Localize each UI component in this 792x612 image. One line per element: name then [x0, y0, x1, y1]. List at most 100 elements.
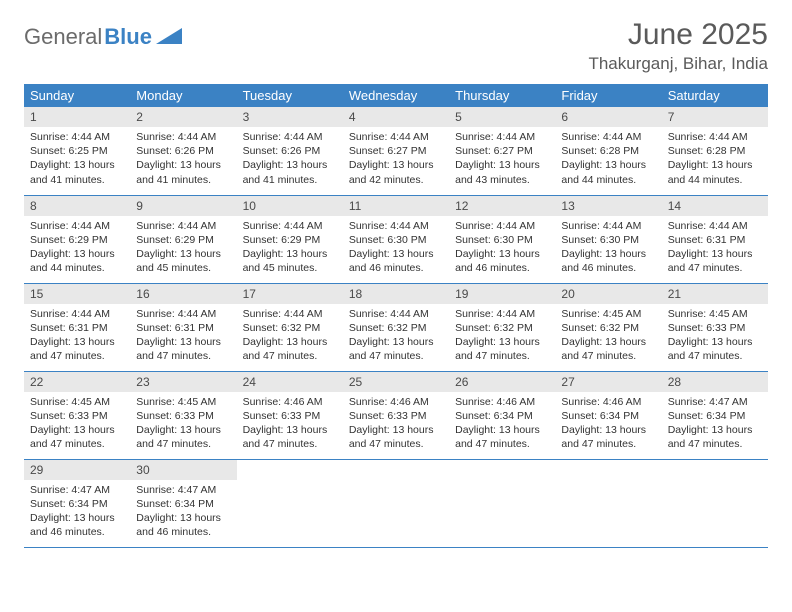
- sunset-line: Sunset: 6:32 PM: [561, 321, 655, 335]
- sunrise-line: Sunrise: 4:44 AM: [30, 307, 124, 321]
- calendar-row: 1Sunrise: 4:44 AMSunset: 6:25 PMDaylight…: [24, 107, 768, 195]
- sunrise-line: Sunrise: 4:44 AM: [136, 219, 230, 233]
- sunset-line: Sunset: 6:29 PM: [243, 233, 337, 247]
- logo-text-blue: Blue: [104, 24, 152, 50]
- calendar-row: 29Sunrise: 4:47 AMSunset: 6:34 PMDayligh…: [24, 459, 768, 547]
- calendar-cell: 25Sunrise: 4:46 AMSunset: 6:33 PMDayligh…: [343, 371, 449, 459]
- calendar-cell: 28Sunrise: 4:47 AMSunset: 6:34 PMDayligh…: [662, 371, 768, 459]
- sunset-line: Sunset: 6:30 PM: [561, 233, 655, 247]
- calendar-cell: 20Sunrise: 4:45 AMSunset: 6:32 PMDayligh…: [555, 283, 661, 371]
- calendar-cell: [662, 459, 768, 547]
- sunset-line: Sunset: 6:27 PM: [349, 144, 443, 158]
- sunrise-line: Sunrise: 4:44 AM: [455, 130, 549, 144]
- day-details: Sunrise: 4:44 AMSunset: 6:31 PMDaylight:…: [24, 304, 130, 370]
- day-details: Sunrise: 4:44 AMSunset: 6:28 PMDaylight:…: [555, 127, 661, 193]
- header: GeneralBlue June 2025 Thakurganj, Bihar,…: [24, 18, 768, 74]
- sunset-line: Sunset: 6:30 PM: [455, 233, 549, 247]
- day-number: 2: [130, 107, 236, 127]
- sunset-line: Sunset: 6:33 PM: [243, 409, 337, 423]
- day-details: Sunrise: 4:44 AMSunset: 6:32 PMDaylight:…: [343, 304, 449, 370]
- day-number: 7: [662, 107, 768, 127]
- sunrise-line: Sunrise: 4:44 AM: [668, 130, 762, 144]
- day-number: 30: [130, 460, 236, 480]
- daylight-line: Daylight: 13 hours and 47 minutes.: [349, 423, 443, 451]
- calendar-cell: 4Sunrise: 4:44 AMSunset: 6:27 PMDaylight…: [343, 107, 449, 195]
- day-details: Sunrise: 4:44 AMSunset: 6:31 PMDaylight:…: [662, 216, 768, 282]
- sunrise-line: Sunrise: 4:44 AM: [561, 219, 655, 233]
- day-number: 25: [343, 372, 449, 392]
- daylight-line: Daylight: 13 hours and 41 minutes.: [136, 158, 230, 186]
- sunset-line: Sunset: 6:28 PM: [561, 144, 655, 158]
- day-details: Sunrise: 4:44 AMSunset: 6:31 PMDaylight:…: [130, 304, 236, 370]
- day-number: 26: [449, 372, 555, 392]
- calendar-cell: 2Sunrise: 4:44 AMSunset: 6:26 PMDaylight…: [130, 107, 236, 195]
- daylight-line: Daylight: 13 hours and 44 minutes.: [30, 247, 124, 275]
- day-details: Sunrise: 4:44 AMSunset: 6:30 PMDaylight:…: [555, 216, 661, 282]
- day-details: Sunrise: 4:44 AMSunset: 6:28 PMDaylight:…: [662, 127, 768, 193]
- sunset-line: Sunset: 6:27 PM: [455, 144, 549, 158]
- day-details: Sunrise: 4:45 AMSunset: 6:33 PMDaylight:…: [662, 304, 768, 370]
- sunset-line: Sunset: 6:34 PM: [455, 409, 549, 423]
- col-tuesday: Tuesday: [237, 84, 343, 107]
- daylight-line: Daylight: 13 hours and 47 minutes.: [243, 335, 337, 363]
- calendar-cell: 18Sunrise: 4:44 AMSunset: 6:32 PMDayligh…: [343, 283, 449, 371]
- col-thursday: Thursday: [449, 84, 555, 107]
- daylight-line: Daylight: 13 hours and 46 minutes.: [30, 511, 124, 539]
- day-number: 5: [449, 107, 555, 127]
- calendar-row: 8Sunrise: 4:44 AMSunset: 6:29 PMDaylight…: [24, 195, 768, 283]
- sunrise-line: Sunrise: 4:45 AM: [668, 307, 762, 321]
- sunrise-line: Sunrise: 4:44 AM: [455, 219, 549, 233]
- sunset-line: Sunset: 6:31 PM: [668, 233, 762, 247]
- day-details: Sunrise: 4:44 AMSunset: 6:30 PMDaylight:…: [449, 216, 555, 282]
- calendar-cell: [343, 459, 449, 547]
- day-number: 4: [343, 107, 449, 127]
- day-details: Sunrise: 4:44 AMSunset: 6:26 PMDaylight:…: [237, 127, 343, 193]
- sunrise-line: Sunrise: 4:44 AM: [349, 130, 443, 144]
- col-wednesday: Wednesday: [343, 84, 449, 107]
- day-details: Sunrise: 4:46 AMSunset: 6:33 PMDaylight:…: [237, 392, 343, 458]
- calendar-cell: [237, 459, 343, 547]
- day-number: 18: [343, 284, 449, 304]
- sunrise-line: Sunrise: 4:46 AM: [243, 395, 337, 409]
- sunrise-line: Sunrise: 4:44 AM: [243, 219, 337, 233]
- day-details: Sunrise: 4:44 AMSunset: 6:29 PMDaylight:…: [237, 216, 343, 282]
- day-number: 20: [555, 284, 661, 304]
- calendar-cell: 29Sunrise: 4:47 AMSunset: 6:34 PMDayligh…: [24, 459, 130, 547]
- day-number: 23: [130, 372, 236, 392]
- day-number: 16: [130, 284, 236, 304]
- daylight-line: Daylight: 13 hours and 46 minutes.: [561, 247, 655, 275]
- day-number: 28: [662, 372, 768, 392]
- sunset-line: Sunset: 6:33 PM: [30, 409, 124, 423]
- sunset-line: Sunset: 6:32 PM: [455, 321, 549, 335]
- sunrise-line: Sunrise: 4:44 AM: [668, 219, 762, 233]
- sunrise-line: Sunrise: 4:44 AM: [136, 130, 230, 144]
- day-details: Sunrise: 4:45 AMSunset: 6:32 PMDaylight:…: [555, 304, 661, 370]
- sunset-line: Sunset: 6:33 PM: [136, 409, 230, 423]
- sunset-line: Sunset: 6:31 PM: [30, 321, 124, 335]
- calendar-cell: [449, 459, 555, 547]
- day-number: 14: [662, 196, 768, 216]
- day-details: Sunrise: 4:47 AMSunset: 6:34 PMDaylight:…: [662, 392, 768, 458]
- day-details: Sunrise: 4:46 AMSunset: 6:33 PMDaylight:…: [343, 392, 449, 458]
- day-details: Sunrise: 4:44 AMSunset: 6:29 PMDaylight:…: [130, 216, 236, 282]
- sunrise-line: Sunrise: 4:44 AM: [561, 130, 655, 144]
- day-number: 12: [449, 196, 555, 216]
- sunset-line: Sunset: 6:32 PM: [243, 321, 337, 335]
- day-number: 17: [237, 284, 343, 304]
- col-friday: Friday: [555, 84, 661, 107]
- calendar-cell: 24Sunrise: 4:46 AMSunset: 6:33 PMDayligh…: [237, 371, 343, 459]
- sunset-line: Sunset: 6:26 PM: [243, 144, 337, 158]
- sunrise-line: Sunrise: 4:46 AM: [455, 395, 549, 409]
- sunset-line: Sunset: 6:34 PM: [136, 497, 230, 511]
- calendar-cell: 1Sunrise: 4:44 AMSunset: 6:25 PMDaylight…: [24, 107, 130, 195]
- day-number: 29: [24, 460, 130, 480]
- calendar-cell: 12Sunrise: 4:44 AMSunset: 6:30 PMDayligh…: [449, 195, 555, 283]
- daylight-line: Daylight: 13 hours and 47 minutes.: [455, 423, 549, 451]
- day-number: 1: [24, 107, 130, 127]
- day-number: 27: [555, 372, 661, 392]
- calendar-row: 15Sunrise: 4:44 AMSunset: 6:31 PMDayligh…: [24, 283, 768, 371]
- day-details: Sunrise: 4:46 AMSunset: 6:34 PMDaylight:…: [449, 392, 555, 458]
- sunset-line: Sunset: 6:30 PM: [349, 233, 443, 247]
- day-details: Sunrise: 4:46 AMSunset: 6:34 PMDaylight:…: [555, 392, 661, 458]
- month-title: June 2025: [588, 18, 768, 52]
